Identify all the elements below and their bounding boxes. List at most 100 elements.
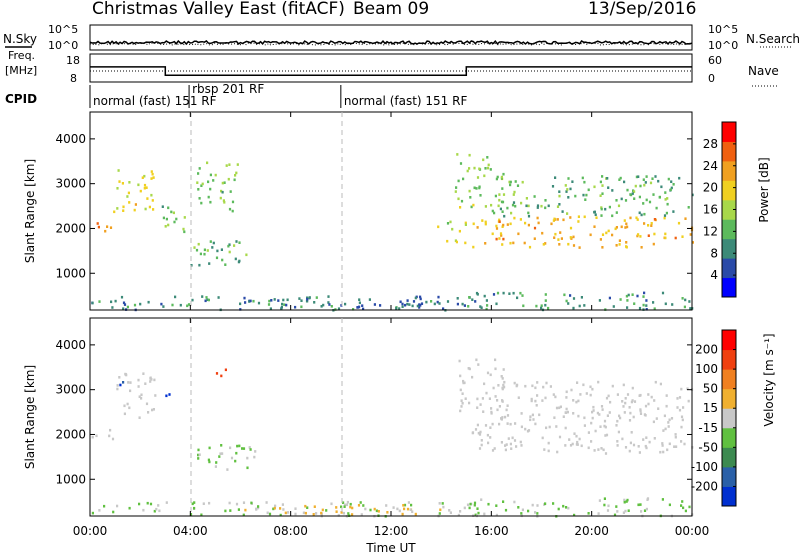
scatter-cell — [457, 513, 460, 517]
y-tick-label: 3000 — [55, 383, 86, 397]
scatter-cell — [630, 400, 633, 404]
scatter-cell — [143, 183, 147, 187]
scatter-cell — [664, 427, 667, 431]
scatter-cell — [653, 307, 656, 310]
scatter-cell — [577, 414, 580, 418]
scatter-cell — [626, 498, 629, 502]
scatter-cell — [500, 175, 503, 179]
scatter-cell — [490, 407, 493, 410]
scatter-cell — [385, 504, 388, 507]
scatter-cell — [103, 504, 106, 508]
scatter-cell — [342, 501, 345, 504]
scatter-cell — [576, 440, 579, 444]
scatter-cell — [650, 224, 653, 227]
scatter-cell — [605, 231, 608, 235]
scatter-cell — [222, 199, 225, 202]
scatter-cell — [659, 450, 662, 454]
scatter-cell — [581, 176, 584, 180]
scatter-cell — [607, 394, 610, 398]
scatter-cell — [606, 414, 609, 417]
scatter-cell — [585, 193, 588, 197]
scatter-cell — [327, 295, 330, 298]
scatter-cell — [644, 404, 648, 408]
scatter-cell — [128, 201, 131, 204]
date-label: 13/Sep/2016 — [588, 0, 696, 19]
scatter-cell — [486, 304, 489, 307]
scatter-cell — [663, 414, 666, 418]
scatter-cell — [369, 508, 372, 512]
scatter-cell — [508, 292, 511, 295]
scatter-cell — [146, 197, 149, 200]
scatter-cell — [147, 300, 150, 304]
scatter-cell — [198, 167, 201, 170]
scatter-cell — [462, 381, 465, 385]
scatter-cell — [379, 304, 382, 307]
scatter-cell — [645, 436, 648, 439]
scatter-cell — [653, 399, 656, 402]
scatter-cell — [616, 393, 619, 396]
scatter-cell — [637, 175, 640, 178]
scatter-cell — [686, 387, 689, 390]
scatter-cell — [521, 294, 524, 297]
scatter-cell — [386, 511, 389, 514]
scatter-cell — [519, 291, 522, 295]
scatter-cell — [509, 180, 512, 184]
scatter-cell — [126, 305, 129, 309]
scatter-cell — [603, 497, 606, 500]
scatter-cell — [418, 303, 421, 306]
scatter-cell — [493, 211, 496, 215]
scatter-cell — [272, 507, 275, 511]
scatter-cell — [480, 498, 483, 501]
scatter-cell — [676, 397, 679, 400]
scatter-cell — [458, 229, 461, 233]
scatter-cell — [601, 192, 604, 195]
scatter-cell — [639, 412, 643, 415]
scatter-cell — [467, 367, 470, 370]
scatter-cell — [183, 216, 186, 219]
scatter-cell — [643, 222, 646, 225]
scatter-cell — [122, 301, 126, 305]
scatter-cell — [191, 502, 194, 506]
scatter-cell — [622, 405, 625, 408]
scatter-cell — [171, 303, 174, 307]
freq-tick-low: 8 — [70, 72, 77, 85]
scatter-cell — [607, 229, 610, 233]
scatter-cell — [116, 384, 119, 387]
scatter-cell — [478, 167, 481, 171]
scatter-cell — [364, 507, 367, 511]
scatter-cell — [182, 227, 185, 231]
nave-label: Nave — [748, 64, 779, 78]
power-panel: 1000 2000 3000 4000 Slant Range [km] 4 8 12 16… — [23, 111, 771, 312]
scatter-cell — [476, 397, 479, 401]
scatter-cell — [491, 232, 494, 236]
scatter-cell — [472, 222, 475, 226]
scatter-cell — [239, 302, 242, 306]
scatter-cell — [207, 195, 210, 199]
scatter-cell — [536, 381, 539, 384]
scatter-cell — [619, 416, 622, 420]
scatter-cell — [515, 384, 518, 388]
scatter-cell — [640, 213, 643, 217]
scatter-cell — [490, 203, 493, 207]
scatter-cell — [127, 381, 130, 384]
scatter-cell — [138, 502, 141, 506]
scatter-cell — [604, 207, 607, 211]
scatter-cell — [642, 178, 645, 181]
noise-sky-line — [89, 39, 693, 46]
scatter-cell — [459, 374, 462, 378]
scatter-cell — [664, 236, 667, 240]
x-tick-label: 12:00 — [374, 524, 409, 538]
scatter-cell — [646, 498, 649, 501]
scatter-cell — [356, 306, 359, 309]
nave-tick-high: 60 — [708, 54, 722, 67]
scatter-cell — [448, 509, 451, 512]
scatter-cell — [167, 206, 170, 210]
scatter-cell — [198, 453, 201, 456]
scatter-cell — [244, 301, 247, 304]
scatter-cell — [601, 408, 604, 411]
scatter-cell — [325, 509, 328, 512]
velocity-panel: 1000 2000 3000 4000 Slant Range [km] 200 100… — [23, 317, 776, 518]
scatter-cell — [616, 510, 619, 513]
x-axis: 00:00 04:00 08:00 12:00 16:00 20:00 00:00 — [73, 112, 709, 538]
scatter-cell — [330, 502, 333, 506]
